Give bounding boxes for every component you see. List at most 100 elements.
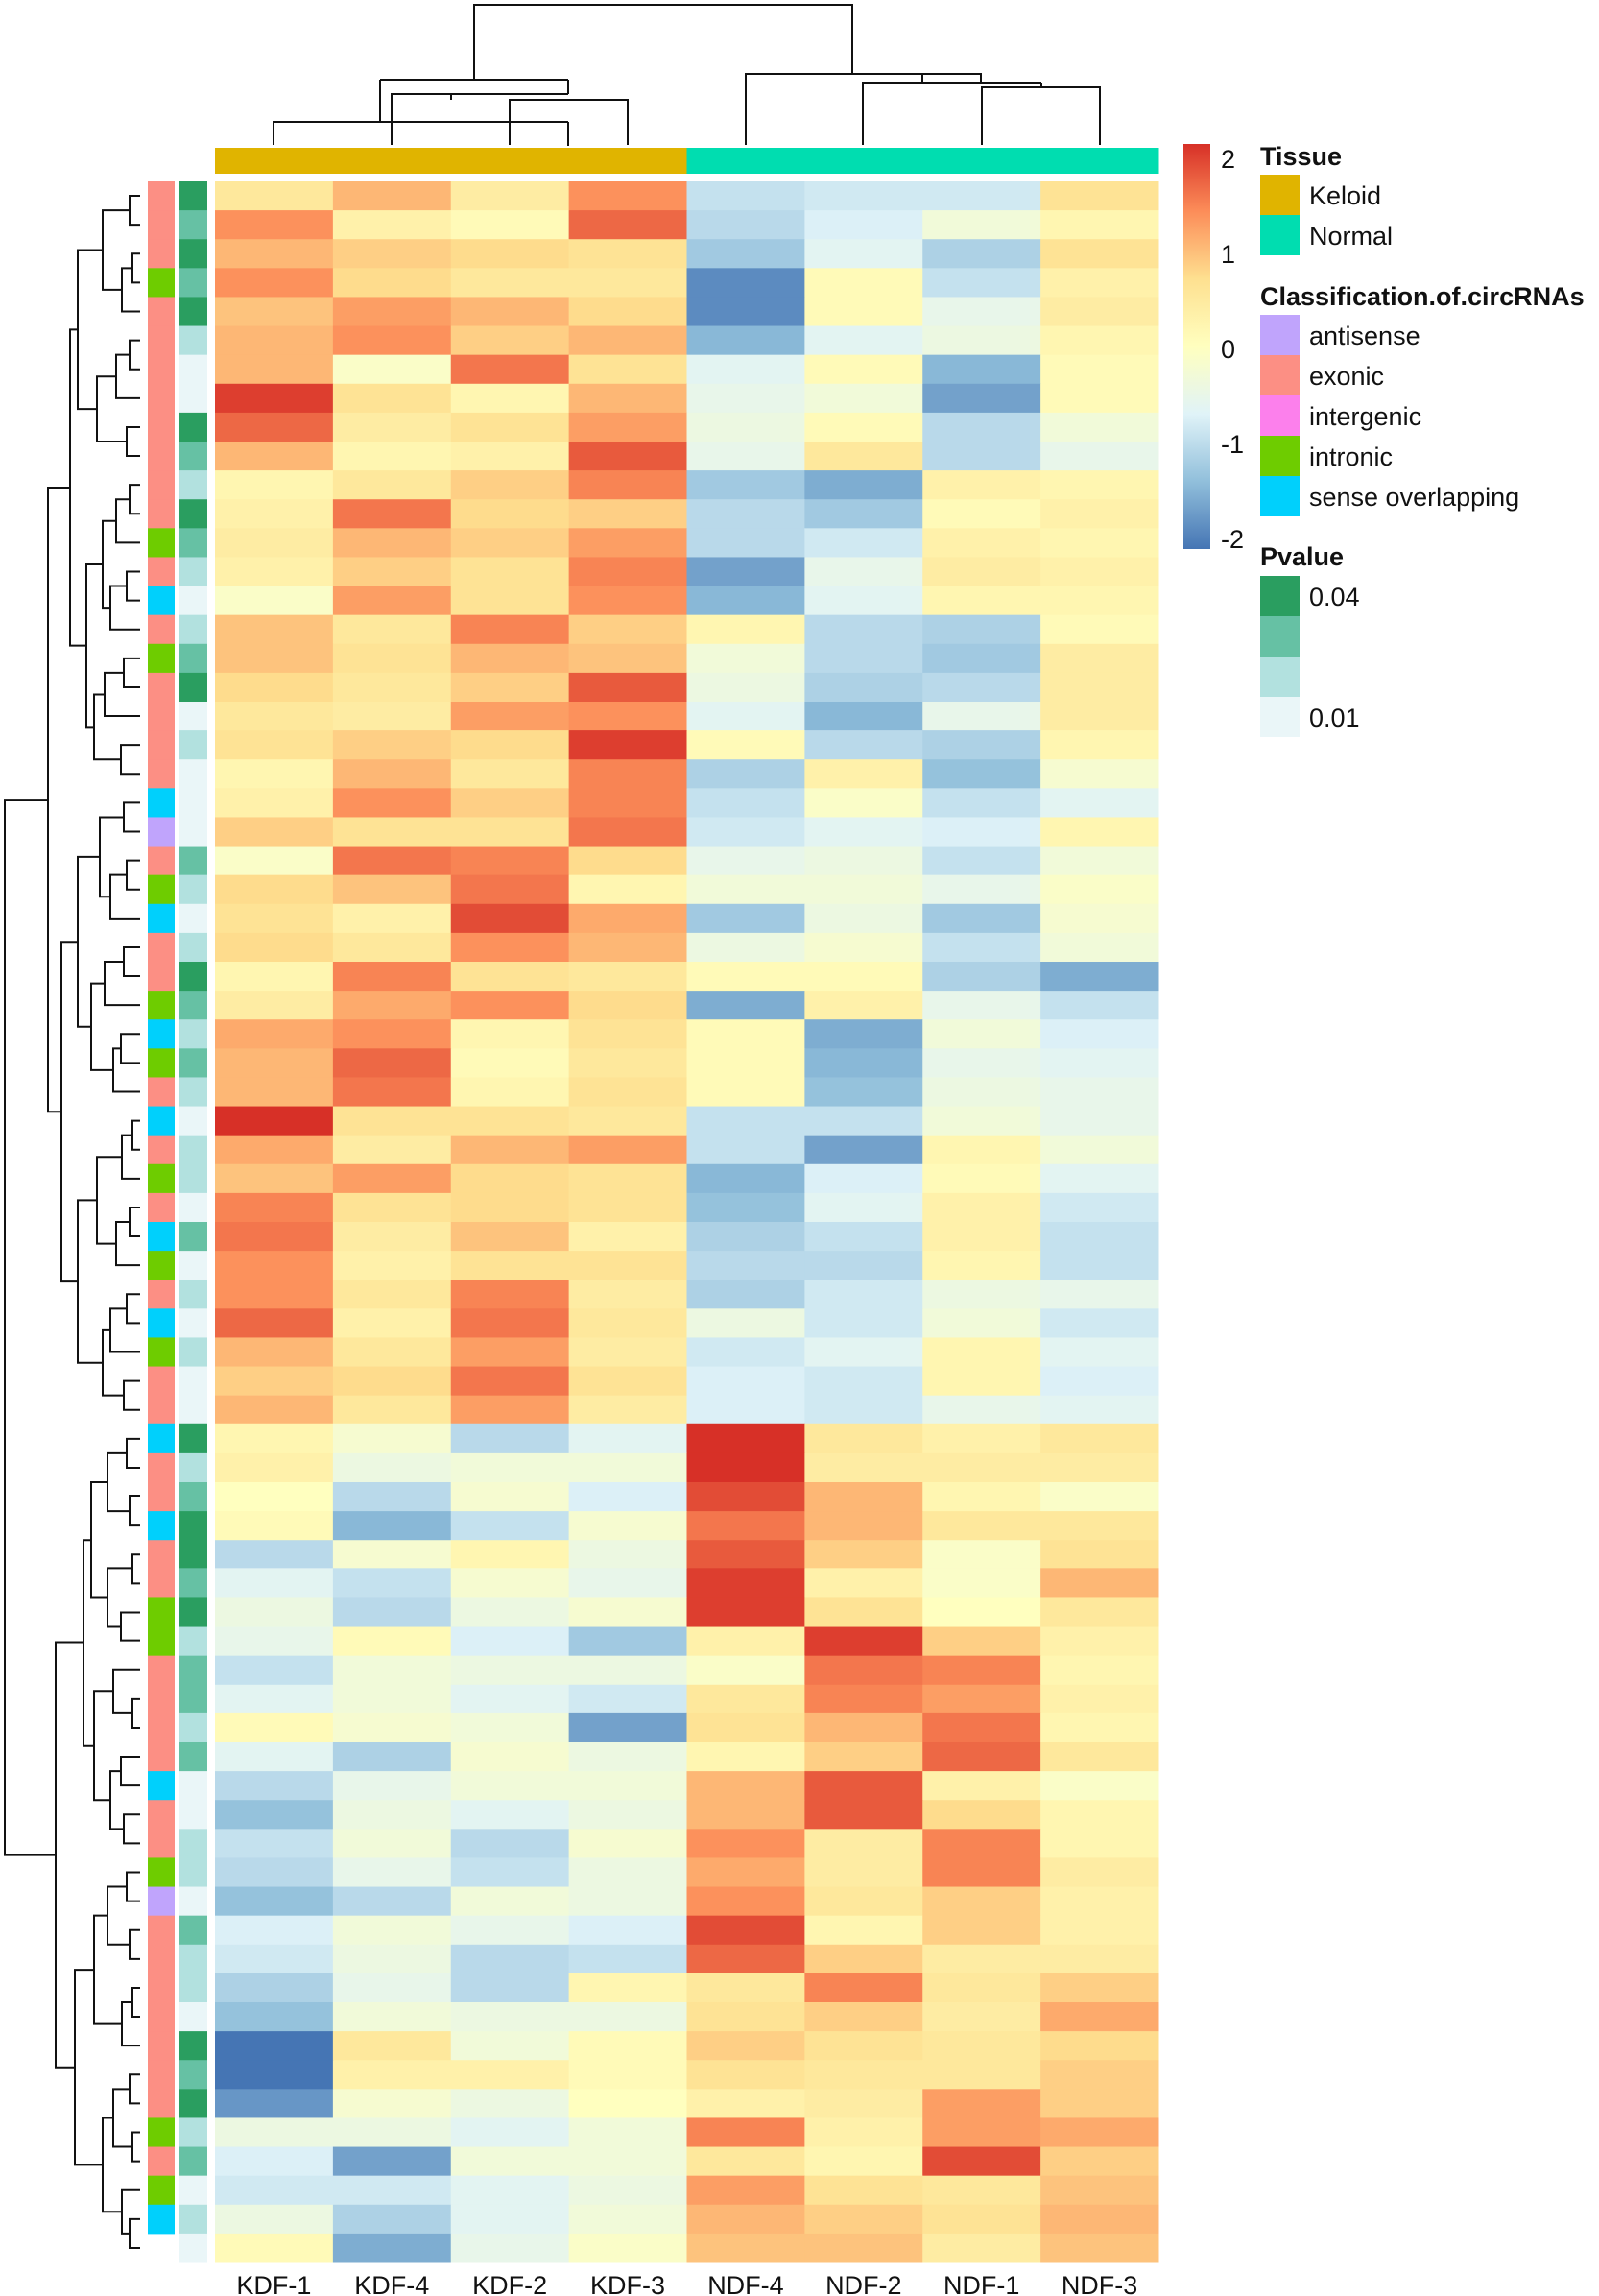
legend-swatch-antisense: [1260, 315, 1300, 355]
heatmap-cell: [1040, 1829, 1159, 1858]
heatmap-cell: [215, 1192, 334, 1223]
heatmap-cell: [450, 470, 570, 500]
pvalue-cell: [179, 1829, 207, 1858]
heatmap-cell: [922, 442, 1041, 471]
heatmap-cell: [450, 962, 570, 992]
pvalue-cell: [179, 325, 207, 356]
heatmap-cell: [1040, 1423, 1159, 1454]
heatmap-cell: [568, 1655, 687, 1686]
pvalue-cell: [179, 1019, 207, 1049]
pvalue-cell: [179, 962, 207, 992]
classification-cell: [148, 962, 175, 992]
pvalue-cell: [179, 2117, 207, 2148]
heatmap-cell: [1040, 470, 1159, 500]
heatmap-cell: [804, 2060, 923, 2090]
heatmap-cell: [686, 2146, 805, 2177]
legend-label-antisense: antisense: [1309, 322, 1420, 350]
heatmap-cell: [922, 383, 1041, 414]
heatmap-cell: [215, 268, 334, 298]
pvalue-cell: [179, 2204, 207, 2235]
heatmap-cell: [215, 643, 334, 674]
heatmap-cell: [450, 1106, 570, 1136]
column-label: KDF-3: [590, 2271, 665, 2296]
heatmap-cell: [686, 586, 805, 616]
heatmap-cell: [450, 2204, 570, 2235]
heatmap-cell: [804, 210, 923, 240]
heatmap-cell: [1040, 1077, 1159, 1108]
heatmap-cell: [215, 1829, 334, 1858]
heatmap-cell: [686, 2233, 805, 2263]
heatmap-cell: [686, 1482, 805, 1512]
heatmap-cell: [450, 1308, 570, 1338]
heatmap-cell: [568, 672, 687, 703]
heatmap-cell: [332, 2117, 452, 2148]
heatmap-cell: [215, 557, 334, 587]
heatmap-cell: [215, 499, 334, 529]
heatmap-cell: [1040, 1886, 1159, 1917]
heatmap-cell: [568, 1540, 687, 1569]
heatmap-cell: [804, 1423, 923, 1454]
heatmap-cell: [332, 1973, 452, 2003]
heatmap-cell: [686, 1886, 805, 1917]
heatmap-cell: [686, 932, 805, 963]
heatmap-cell: [450, 2002, 570, 2032]
classification-cell: [148, 1395, 175, 1425]
heatmap-cell: [922, 1106, 1041, 1136]
heatmap-cell: [1040, 1626, 1159, 1657]
legend-swatch-pvalue-2: [1260, 616, 1300, 657]
heatmap-cell: [332, 672, 452, 703]
heatmap-cell: [922, 1163, 1041, 1194]
heatmap-cell: [804, 1973, 923, 2003]
heatmap-cell: [450, 2233, 570, 2263]
heatmap-cell: [1040, 239, 1159, 269]
heatmap-cell: [804, 1077, 923, 1108]
heatmap-cell: [922, 991, 1041, 1020]
heatmap-cell: [332, 1452, 452, 1483]
heatmap-cell: [332, 730, 452, 760]
column-label: KDF-2: [472, 2271, 547, 2296]
legend-swatch-keloid: [1260, 175, 1300, 215]
heatmap-cell: [686, 499, 805, 529]
heatmap-cell: [1040, 1308, 1159, 1338]
heatmap-cell: [215, 586, 334, 616]
heatmap-cell: [568, 991, 687, 1020]
heatmap-cell: [804, 730, 923, 760]
heatmap-cell: [804, 874, 923, 905]
heatmap-cell: [215, 1048, 334, 1078]
heatmap-cell: [804, 759, 923, 789]
heatmap-cell: [568, 1944, 687, 1974]
pvalue-cell: [179, 903, 207, 934]
heatmap-cell: [922, 874, 1041, 905]
heatmap-cell: [568, 412, 687, 442]
heatmap-cell: [215, 1482, 334, 1512]
heatmap-cell: [922, 1597, 1041, 1628]
classification-cell: [148, 181, 175, 211]
pvalue-cell: [179, 932, 207, 963]
classification-cell: [148, 2175, 175, 2206]
heatmap-cell: [804, 2117, 923, 2148]
heatmap-cell: [804, 1857, 923, 1888]
heatmap-cell: [804, 297, 923, 327]
pvalue-cell: [179, 1077, 207, 1108]
heatmap-cell: [450, 874, 570, 905]
pvalue-cell: [179, 268, 207, 298]
heatmap-cell: [450, 528, 570, 558]
heatmap-cell: [1040, 1800, 1159, 1830]
pvalue-cell: [179, 1106, 207, 1136]
column-label: NDF-2: [825, 2271, 902, 2296]
heatmap-cell: [332, 2146, 452, 2177]
heatmap-cell: [686, 2089, 805, 2118]
heatmap-cell: [450, 1568, 570, 1598]
pvalue-cell: [179, 1280, 207, 1309]
heatmap-cell: [1040, 354, 1159, 385]
heatmap-cell: [332, 1251, 452, 1280]
heatmap-cell: [804, 1655, 923, 1686]
column-label: KDF-1: [236, 2271, 311, 2296]
pvalue-cell: [179, 788, 207, 818]
heatmap-cell: [922, 1684, 1041, 1714]
heatmap-cell: [568, 2089, 687, 2118]
heatmap-cell: [568, 2204, 687, 2235]
heatmap-cell: [922, 1742, 1041, 1772]
classification-cell: [148, 643, 175, 674]
heatmap-cell: [686, 1626, 805, 1657]
